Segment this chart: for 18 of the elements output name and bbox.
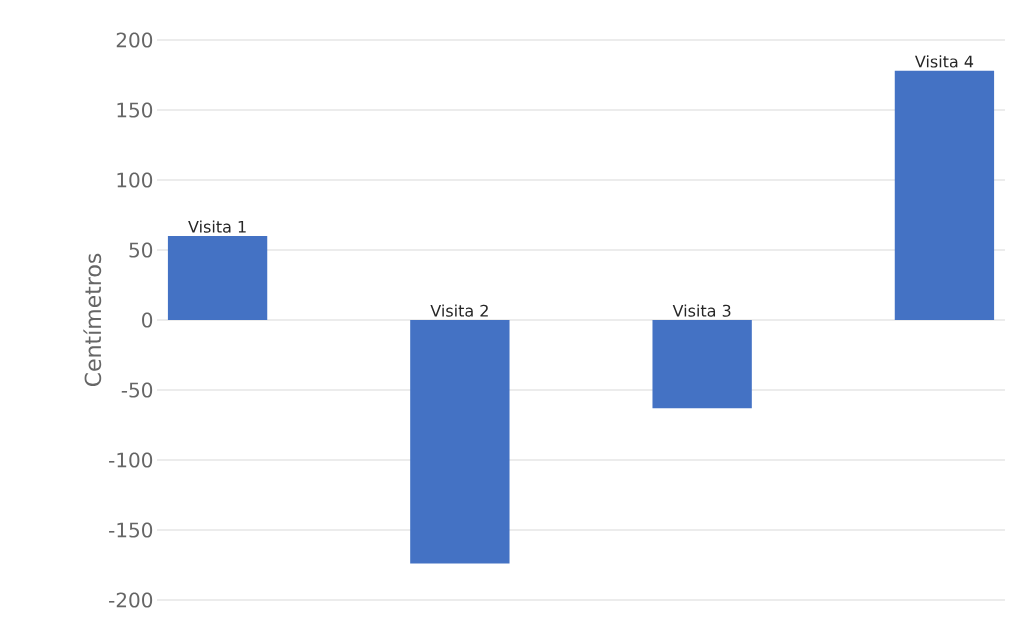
- x-tick-label: Visita 2: [430, 304, 488, 317]
- bar: [652, 320, 752, 409]
- y-tick-label: -200: [109, 592, 153, 608]
- bar: [410, 320, 510, 564]
- y-tick-label: 100: [117, 172, 153, 188]
- bar: [167, 236, 268, 320]
- y-tick-label: 200: [116, 32, 153, 48]
- bar: [894, 70, 995, 320]
- y-tick-label: 0: [142, 312, 153, 328]
- x-tick-label: Visita 4: [914, 55, 974, 68]
- y-tick-label: 150: [117, 102, 153, 118]
- x-tick-label: Visita 1: [188, 220, 246, 233]
- y-tick-label: 50: [129, 242, 153, 258]
- y-tick-label: -50: [121, 382, 153, 398]
- x-tick-label: Visita 3: [672, 304, 731, 317]
- y-tick-label: -100: [109, 452, 153, 468]
- y-tick-label: -150: [109, 522, 153, 538]
- y-axis-title: Centímetros: [83, 253, 102, 387]
